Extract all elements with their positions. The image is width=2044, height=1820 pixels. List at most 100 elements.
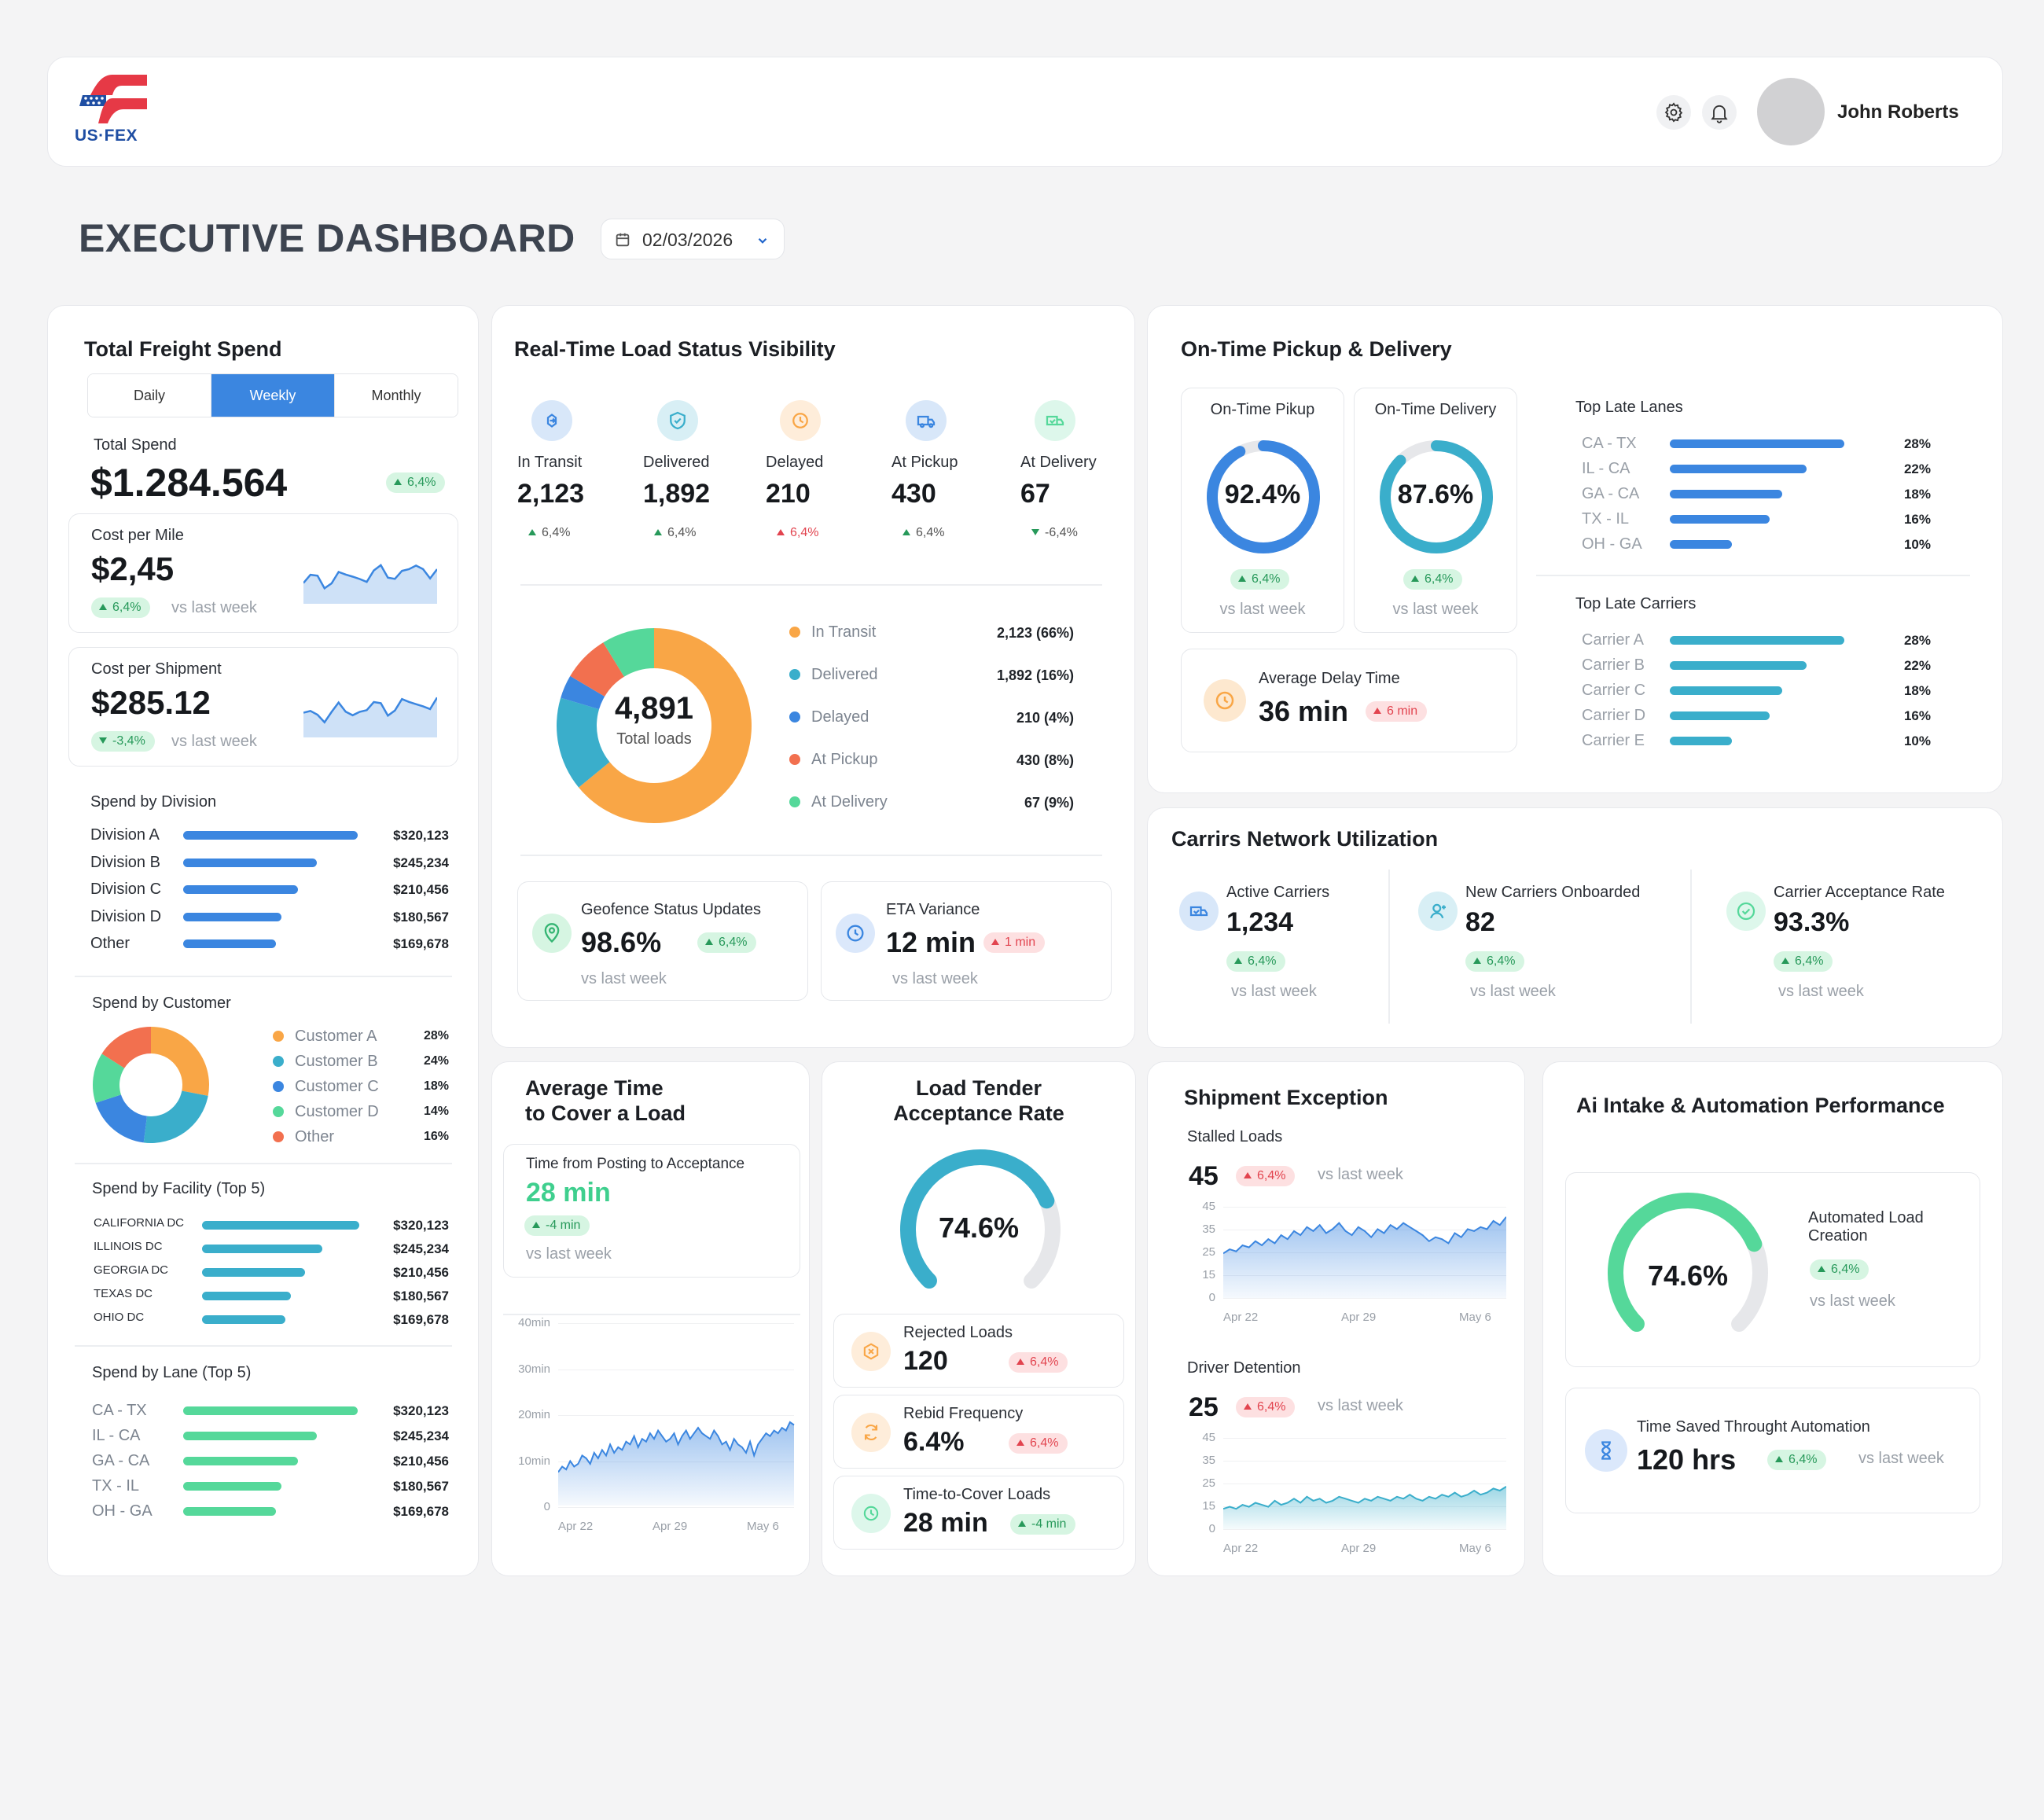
cps-change: -3,4% — [91, 731, 155, 752]
kpi-value: 2,123 — [517, 479, 585, 509]
cover-kpi-card[interactable]: Time from Posting to Acceptance 28 min -… — [503, 1144, 800, 1278]
on-time-pickup-card[interactable]: On-Time Pikup 92.4% 6,4% vs last week — [1181, 388, 1344, 633]
delivery-vs: vs last week — [1392, 601, 1479, 618]
average-delay-card[interactable]: Average Delay Time 36 min 6 min — [1181, 649, 1517, 752]
kpi-icon-wrap — [906, 400, 947, 441]
late-lane-label: IL - CA — [1582, 460, 1630, 477]
late-carrier-label: Carrier B — [1582, 656, 1645, 674]
time-saved-change: 6,4% — [1767, 1450, 1827, 1470]
kpi-change: 6,4% — [777, 526, 818, 540]
delivery-label: On-Time Delivery — [1374, 401, 1497, 418]
cost-per-mile-card[interactable]: Cost per Mile $2,45 6,4% vs last week — [68, 513, 458, 633]
time-saved-card[interactable]: Time Saved Throught Automation 120 hrs 6… — [1565, 1388, 1980, 1513]
network-vs: vs last week — [1470, 983, 1556, 1000]
ai-gauge-chart — [1608, 1193, 1768, 1333]
detention-label: Driver Detention — [1187, 1359, 1301, 1377]
kpi-label: At Pickup — [891, 454, 958, 471]
late-lane-value: 16% — [1903, 512, 1931, 527]
lane-value: $245,234 — [393, 1428, 449, 1443]
time-saved-vs: vs last week — [1858, 1450, 1944, 1467]
ai-automation-card[interactable]: 74.6% Automated Load Creation 6,4% vs la… — [1565, 1172, 1980, 1367]
load-status-legend-item: Delivered — [789, 666, 877, 684]
network-change: 6,4% — [1226, 951, 1286, 972]
logo-text: US·FEX — [75, 127, 138, 145]
page-title: EXECUTIVE DASHBOARD — [79, 216, 575, 260]
load-status-legend-value: 210 (4%) — [1016, 710, 1074, 726]
x-tick-label: May 6 — [1459, 1542, 1491, 1555]
network-label: Active Carriers — [1226, 884, 1330, 901]
facility-bar — [202, 1315, 285, 1324]
network-title: Carrirs Network Utilization — [1171, 827, 1439, 851]
load-status-legend-item: At Delivery — [789, 793, 888, 811]
tender-item-card[interactable]: Time-to-Cover Loads 28 min -4 min — [833, 1476, 1124, 1550]
x-tick-label: Apr 22 — [1223, 1311, 1259, 1324]
tender-item-value: 120 — [903, 1346, 948, 1376]
late-lane-value: 10% — [1903, 537, 1931, 552]
tender-title-line1: Load Tender — [915, 1076, 1042, 1100]
detention-vs: vs last week — [1318, 1397, 1403, 1414]
calendar-icon — [616, 233, 630, 247]
detention-area-chart — [1223, 1486, 1506, 1529]
kpi-icon-wrap — [780, 400, 821, 441]
cover-vs: vs last week — [526, 1245, 612, 1263]
user-name[interactable]: John Roberts — [1837, 101, 1959, 123]
transit-icon — [546, 414, 557, 428]
tender-item-card[interactable]: Rejected Loads 120 6,4% — [833, 1314, 1124, 1388]
eta-card[interactable]: ETA Variance 12 min 1 min vs last week — [821, 881, 1112, 1001]
divider — [75, 1345, 452, 1347]
lane-label: TX - IL — [92, 1477, 140, 1495]
late-carrier-bar — [1670, 636, 1844, 645]
kpi-change: -6,4% — [1031, 526, 1078, 540]
cost-per-shipment-card[interactable]: Cost per Shipment $285.12 -3,4% vs last … — [68, 647, 458, 767]
cover-card: Average Time to Cover a Load Time from P… — [491, 1061, 810, 1576]
division-bar — [183, 885, 298, 894]
settings-button[interactable] — [1656, 95, 1691, 130]
y-tick-label: 25 — [1202, 1245, 1215, 1259]
divider — [1690, 870, 1692, 1024]
kpi-change: 6,4% — [528, 526, 570, 540]
y-tick-label: 0 — [1208, 1291, 1215, 1304]
cpm-value: $2,45 — [91, 550, 175, 587]
facility-value: $245,234 — [393, 1241, 449, 1256]
kpi-label: In Transit — [517, 454, 583, 471]
division-value: $169,678 — [393, 936, 449, 951]
division-bar — [183, 939, 276, 948]
late-lane-label: TX - IL — [1582, 510, 1630, 528]
tab-monthly[interactable]: Monthly — [335, 374, 458, 417]
on-time-delivery-card[interactable]: On-Time Delivery 87.6% 6,4% vs last week — [1354, 388, 1517, 633]
logo[interactable]: US·FEX — [75, 72, 153, 150]
load-status-slice — [579, 628, 752, 823]
tender-item-card[interactable]: Rebid Frequency 6.4% 6,4% — [833, 1395, 1124, 1469]
user-plus-icon — [1430, 903, 1446, 919]
late-lane-value: 18% — [1903, 487, 1931, 502]
facility-bar — [202, 1221, 359, 1230]
y-tick-label: 0 — [543, 1500, 550, 1513]
lane-value: $210,456 — [393, 1454, 449, 1469]
tab-weekly[interactable]: Weekly — [211, 374, 335, 417]
stalled-label: Stalled Loads — [1187, 1128, 1283, 1145]
geofence-card[interactable]: Geofence Status Updates 98.6% 6,4% vs la… — [517, 881, 808, 1001]
date-picker[interactable]: 02/03/2026 — [601, 219, 785, 259]
divider — [520, 584, 1102, 586]
lane-bar — [183, 1507, 276, 1516]
tender-item-value: 28 min — [903, 1508, 988, 1538]
customer-legend-item: Customer A — [273, 1028, 377, 1046]
tender-icon-wrap — [851, 1413, 891, 1452]
tender-item-label: Time-to-Cover Loads — [903, 1486, 1051, 1503]
late-carrier-label: Carrier A — [1582, 631, 1644, 649]
facility-label: ILLINOIS DC — [94, 1240, 163, 1253]
avatar[interactable] — [1757, 78, 1825, 145]
delivery-ring-chart — [1380, 440, 1493, 553]
late-carrier-label: Carrier D — [1582, 707, 1646, 724]
notifications-button[interactable] — [1702, 95, 1737, 130]
x-hexagon-icon — [863, 1343, 879, 1360]
late-lane-label: OH - GA — [1582, 535, 1642, 553]
x-tick-label: Apr 22 — [1223, 1542, 1259, 1555]
division-title: Spend by Division — [90, 793, 217, 811]
shield-check-icon — [670, 411, 686, 430]
tab-daily[interactable]: Daily — [88, 374, 211, 417]
cover-area-chart — [558, 1421, 795, 1506]
facility-label: GEORGIA DC — [94, 1263, 169, 1277]
total-spend-value: $1.284.564 — [90, 461, 288, 505]
network-label: New Carriers Onboarded — [1465, 884, 1641, 901]
